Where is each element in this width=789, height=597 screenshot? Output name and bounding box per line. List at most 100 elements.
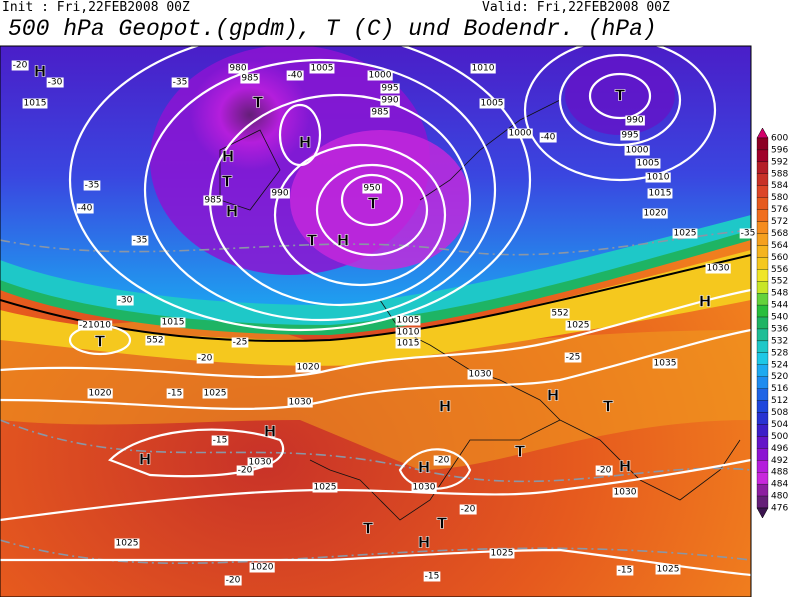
colorbar-cell: [756, 233, 769, 246]
pressure-center: T: [222, 173, 233, 191]
pressure-center: T: [95, 333, 106, 351]
label-box: [202, 388, 228, 399]
label-box: [467, 369, 493, 380]
label-box: [76, 203, 94, 214]
contour-label: 552: [146, 336, 163, 346]
colorbar-cell: [756, 400, 769, 413]
colorbar-cell: [756, 269, 769, 282]
label-box: [312, 482, 338, 493]
contour-label: 1025: [204, 389, 227, 399]
colorbar-label: 540: [771, 313, 788, 323]
contour-label: -20: [597, 466, 612, 476]
contour-label: 1005: [637, 159, 660, 169]
pressure-center: T: [615, 87, 626, 105]
colorbar-label: 492: [771, 456, 788, 466]
label-box: [370, 107, 390, 118]
contour-label: 1025: [657, 565, 680, 575]
contour-label: 1030: [289, 398, 312, 408]
colorbar-cell: [756, 221, 769, 234]
colorbar-label: 512: [771, 396, 788, 406]
contour-label: -35: [85, 181, 100, 191]
label-box: [236, 465, 254, 476]
colorbar-cell: [756, 495, 769, 509]
contour-label: -40: [78, 204, 93, 214]
pressure-center: H: [337, 232, 350, 250]
label-box: [116, 295, 134, 306]
label-box: [612, 487, 638, 498]
pressure-center: H: [34, 63, 47, 81]
contour-label: 552: [551, 309, 568, 319]
colorbar-cell: [756, 197, 769, 210]
contour-label: 1030: [249, 458, 272, 468]
isotherm: [0, 229, 751, 256]
label-box: [655, 564, 681, 575]
contour-label: -20: [435, 456, 450, 466]
colorbar-label: 580: [771, 193, 788, 203]
contour-label: 995: [621, 131, 638, 141]
contour-label: 1005: [311, 64, 334, 74]
contour-label: 985: [371, 108, 388, 118]
label-box: [564, 352, 582, 363]
contour-label: 1005: [397, 316, 420, 326]
colorbar-cell: [756, 149, 769, 163]
label-box: [83, 180, 101, 191]
contour-label: 1000: [509, 129, 532, 139]
colorbar-end: [756, 127, 769, 139]
colorbar-label: 588: [771, 169, 788, 179]
colorbar-cell: [756, 257, 769, 270]
colorbar-cell: [756, 304, 769, 318]
contour-label: 1005: [481, 99, 504, 109]
colorbar-cell: [756, 460, 769, 473]
label-box: [672, 228, 698, 239]
pressure-center: H: [547, 387, 560, 405]
label-box: [287, 397, 313, 408]
colorbar-cell: [756, 483, 769, 497]
cold-core: [565, 55, 675, 135]
label-box: [131, 235, 149, 246]
contour-label: 1035: [654, 359, 677, 369]
contour-label: -20: [198, 354, 213, 364]
contour-label: -30: [118, 296, 133, 306]
colorbar-end: [756, 507, 769, 519]
contour-label: -20: [461, 505, 476, 515]
label-box: [11, 60, 29, 71]
contour-label: 985: [241, 74, 258, 84]
contour-label: -30: [48, 78, 63, 88]
label-box: [459, 504, 477, 515]
contour-label: -20: [13, 61, 28, 71]
label-box: [739, 228, 757, 239]
label-box: [228, 63, 248, 74]
label-box: [705, 263, 731, 274]
contour-label: 1015: [649, 189, 672, 199]
label-box: [645, 172, 671, 183]
pressure-center: T: [437, 515, 448, 533]
label-box: [224, 575, 242, 586]
pressure-center: H: [418, 534, 431, 552]
contour-label: 1025: [567, 321, 590, 331]
colorbar-label: 524: [771, 360, 788, 370]
label-box: [507, 128, 533, 139]
colorbar-cell: [756, 209, 769, 222]
contour-label: 1010: [647, 173, 670, 183]
label-box: [145, 335, 165, 346]
colorbar-label: 596: [771, 145, 788, 155]
label-box: [652, 358, 678, 369]
pressure-center: T: [603, 398, 614, 416]
contour-label: -15: [213, 436, 228, 446]
contour-label: 1030: [707, 264, 730, 274]
label-box: [203, 195, 223, 206]
colorbar-label: 556: [771, 265, 788, 275]
map-frame: [0, 45, 752, 597]
colorbar-label: 560: [771, 253, 788, 263]
contour-label: -15: [168, 389, 183, 399]
label-box: [87, 388, 113, 399]
contour-label: 1015: [397, 339, 420, 349]
label-box: [211, 435, 229, 446]
contour-label: 990: [271, 189, 288, 199]
isotherm: [0, 539, 751, 565]
contour-label: 1000: [626, 146, 649, 156]
label-box: [231, 337, 249, 348]
label-box: [624, 145, 650, 156]
